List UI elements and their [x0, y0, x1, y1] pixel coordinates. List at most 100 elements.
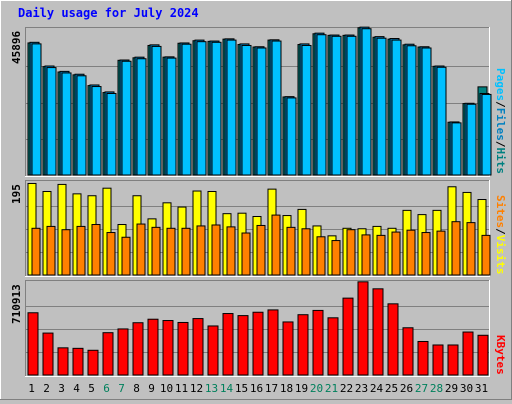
legend-item-sites: Sites: [494, 194, 507, 228]
bar-pages-day-14: [226, 39, 237, 176]
bar-kbytes-day-18: [282, 321, 294, 376]
x-label-day-16: 16: [250, 382, 263, 395]
bar-pages-day-29: [451, 122, 462, 176]
bar-sites-day-9: [151, 226, 161, 276]
x-label-day-25: 25: [385, 382, 398, 395]
bar-pages-day-22: [346, 35, 357, 176]
bar-kbytes-day-26: [402, 327, 414, 376]
legend-visits-sites: Sites/Visits: [494, 195, 507, 275]
x-label-day-5: 5: [88, 382, 95, 395]
bar-sites-day-20: [316, 236, 326, 276]
bar-pages-day-3: [61, 72, 72, 176]
x-label-day-13: 13: [205, 382, 218, 395]
bar-pages-day-2: [46, 67, 57, 176]
bar-sites-day-23: [361, 234, 371, 276]
bar-pages-day-27: [421, 47, 432, 176]
bar-sites-day-12: [196, 225, 206, 276]
bar-sites-day-16: [256, 224, 266, 276]
bar-kbytes-day-1: [27, 312, 39, 376]
bar-sites-day-29: [451, 221, 461, 276]
bar-pages-day-30: [466, 103, 477, 176]
legend-item-pages: Pages: [494, 67, 507, 101]
x-label-day-4: 4: [73, 382, 80, 395]
bar-pages-day-26: [406, 45, 417, 176]
bar-kbytes-day-21: [327, 317, 339, 376]
bar-sites-day-1: [31, 227, 41, 276]
x-label-day-2: 2: [43, 382, 50, 395]
bar-pages-day-24: [376, 37, 387, 176]
bar-kbytes-day-16: [252, 311, 264, 376]
bar-kbytes-day-11: [177, 321, 189, 376]
x-label-day-20: 20: [310, 382, 323, 395]
bar-sites-day-24: [376, 234, 386, 276]
chart-title: Daily usage for July 2024: [18, 6, 199, 20]
bar-kbytes-day-20: [312, 309, 324, 376]
x-label-day-3: 3: [58, 382, 65, 395]
legend-separator: /: [494, 140, 507, 148]
bar-kbytes-day-17: [267, 309, 279, 376]
x-label-day-10: 10: [160, 382, 173, 395]
legend-item-kbytes: KBytes: [494, 334, 507, 375]
bar-sites-day-31: [481, 234, 491, 276]
legend-separator: /: [494, 227, 507, 235]
bar-pages-day-15: [241, 44, 252, 176]
bar-kbytes-day-29: [447, 344, 459, 376]
x-label-day-8: 8: [133, 382, 140, 395]
bar-pages-day-5: [91, 86, 102, 176]
bar-sites-day-6: [106, 232, 116, 276]
bar-kbytes-day-3: [57, 347, 69, 376]
ymax-label-hits-files-pages: 45896: [10, 30, 23, 64]
bar-kbytes-day-13: [207, 325, 219, 376]
bar-kbytes-day-24: [372, 288, 384, 376]
bar-sites-day-2: [46, 225, 56, 276]
ymax-label-kbytes: 710913: [10, 283, 23, 324]
x-label-day-29: 29: [445, 382, 458, 395]
bar-sites-day-15: [241, 232, 251, 276]
bar-pages-day-1: [31, 43, 42, 176]
bar-pages-day-10: [166, 57, 177, 176]
legend-separator: /: [494, 100, 507, 108]
bar-kbytes-day-27: [417, 340, 429, 376]
bar-kbytes-day-9: [147, 318, 159, 376]
bar-kbytes-day-28: [432, 344, 444, 376]
x-label-day-21: 21: [325, 382, 338, 395]
bar-kbytes-day-15: [237, 315, 249, 376]
bar-sites-day-30: [466, 222, 476, 276]
bar-pages-day-16: [256, 47, 267, 176]
x-label-day-27: 27: [415, 382, 428, 395]
bar-sites-day-13: [211, 224, 221, 276]
bar-pages-day-19: [301, 44, 312, 176]
x-label-day-11: 11: [175, 382, 188, 395]
bar-sites-day-8: [136, 223, 146, 276]
x-label-day-6: 6: [103, 382, 110, 395]
bar-pages-day-6: [106, 92, 117, 176]
bar-sites-day-14: [226, 226, 236, 276]
legend-item-visits: Visits: [494, 234, 507, 275]
bar-kbytes-day-7: [117, 328, 129, 376]
x-label-day-9: 9: [148, 382, 155, 395]
ymax-label-visits-sites: 195: [10, 183, 23, 204]
bar-kbytes-day-2: [42, 332, 54, 376]
bar-pages-day-11: [181, 43, 192, 176]
bar-kbytes-day-31: [477, 334, 489, 376]
x-label-day-1: 1: [28, 382, 35, 395]
bar-kbytes-day-10: [162, 320, 174, 376]
bar-pages-day-8: [136, 58, 147, 176]
bar-sites-day-21: [331, 240, 341, 276]
bar-pages-day-9: [151, 45, 162, 176]
bar-kbytes-day-4: [72, 347, 84, 376]
bar-pages-day-7: [121, 60, 132, 176]
x-label-day-7: 7: [118, 382, 125, 395]
x-label-day-30: 30: [460, 382, 473, 395]
bar-pages-day-17: [271, 40, 282, 176]
bar-sites-day-3: [61, 229, 71, 276]
bar-pages-day-4: [76, 75, 87, 176]
bar-pages-day-25: [391, 39, 402, 176]
bar-kbytes-day-30: [462, 331, 474, 376]
legend-hits-files-pages: Pages/Files/Hits: [494, 68, 507, 174]
bar-kbytes-day-22: [342, 297, 354, 376]
bar-kbytes-day-25: [387, 303, 399, 376]
bar-kbytes-day-12: [192, 318, 204, 376]
x-label-day-26: 26: [400, 382, 413, 395]
x-label-day-12: 12: [190, 382, 203, 395]
